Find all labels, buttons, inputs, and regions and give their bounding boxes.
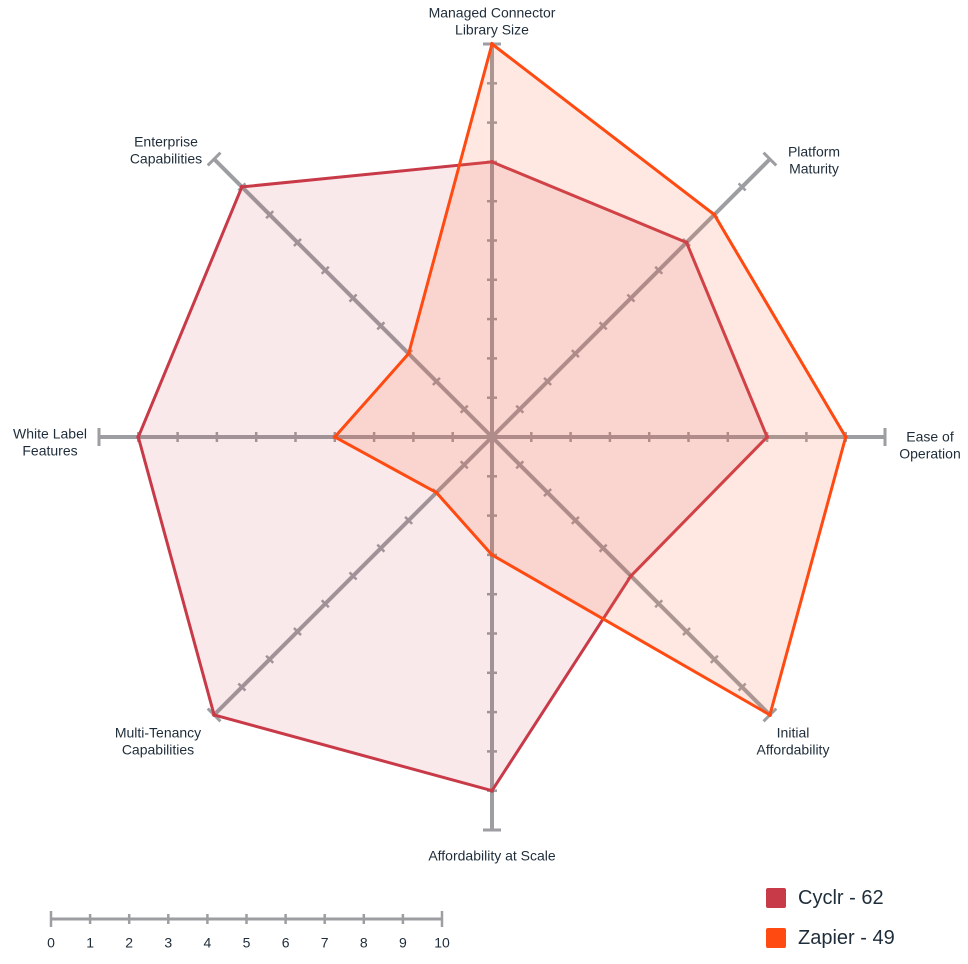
data-point-cyclr-affordability-at-scale xyxy=(490,788,494,793)
axis-tick xyxy=(762,151,778,167)
axis-label-line: Affordability at Scale xyxy=(428,848,556,864)
axis-tick xyxy=(515,404,525,414)
data-point-cyclr-platform-maturity xyxy=(684,240,689,245)
legend: Cyclr - 62 Zapier - 49 xyxy=(766,884,895,964)
data-point-zapier-multi-tenancy-capabilities xyxy=(434,490,439,495)
scale-bar: 0 1 2 3 4 5 6 7 8 9 10 xyxy=(47,911,450,951)
data-point-zapier-managed-connector-library-size xyxy=(490,42,494,46)
scale-tick-label: 10 xyxy=(434,935,450,951)
scale-tick-label: 0 xyxy=(47,935,55,951)
scale-tick-label: 9 xyxy=(399,935,407,951)
axis-tick xyxy=(626,293,636,303)
data-point-cyclr-initial-affordability xyxy=(628,573,633,578)
axis-label-line: Capabilities xyxy=(122,742,194,758)
data-point-cyclr-managed-connector-library-size xyxy=(490,159,494,164)
axis-tick xyxy=(598,543,608,553)
axis-label-line: Library Size xyxy=(455,22,529,38)
axis-label-line: Features xyxy=(22,443,77,459)
legend-label-zapier: Zapier - 49 xyxy=(798,926,895,949)
axis-tick xyxy=(515,460,525,470)
axis-tick xyxy=(654,599,664,609)
axis-tick xyxy=(737,182,747,192)
axis-tick xyxy=(459,460,469,470)
scale-tick-label: 5 xyxy=(243,935,251,951)
axis-tick xyxy=(543,377,552,386)
axis-tick xyxy=(320,599,330,609)
legend-swatch-cyclr xyxy=(766,888,786,908)
axis-tick xyxy=(376,543,386,553)
axis-tick xyxy=(709,654,719,664)
data-point-zapier-enterprise-capabilities xyxy=(406,351,411,356)
data-point-zapier-white-label-features xyxy=(332,435,337,439)
data-point-zapier-platform-maturity xyxy=(712,212,717,217)
axis-tick xyxy=(682,627,691,636)
axis-label-line: White Label xyxy=(13,426,87,442)
axis-label-line: Maturity xyxy=(789,161,839,177)
axis-tick xyxy=(206,151,222,167)
legend-item-zapier[interactable]: Zapier - 49 xyxy=(766,924,895,952)
data-point-zapier-initial-affordability xyxy=(767,712,772,717)
scale-tick-label: 1 xyxy=(86,935,94,951)
axis-label-line: Affordability xyxy=(757,742,830,758)
axis-tick xyxy=(293,627,302,636)
axis-tick xyxy=(348,571,358,581)
scale-tick-label: 7 xyxy=(321,935,329,951)
axis-tick xyxy=(320,265,330,275)
legend-label-cyclr: Cyclr - 62 xyxy=(798,886,884,909)
axis-tick xyxy=(293,238,302,247)
axis-tick xyxy=(376,321,386,331)
axis-tick xyxy=(654,265,664,275)
axis-tick xyxy=(237,682,247,692)
axis-tick xyxy=(598,321,608,331)
axis-tick xyxy=(265,654,275,664)
data-point-cyclr-enterprise-capabilities xyxy=(239,184,244,189)
scale-tick-label: 6 xyxy=(282,935,290,951)
data-point-cyclr-ease-of-operation xyxy=(765,435,770,439)
axis-label-line: Managed Connector xyxy=(429,5,556,21)
axis-label-line: Initial xyxy=(777,725,810,741)
axis-tick xyxy=(404,515,414,525)
axis-label-affordability-at-scale: Affordability at Scale xyxy=(428,848,556,864)
data-point-zapier-ease-of-operation xyxy=(843,435,848,439)
axis-label-line: Operation xyxy=(899,446,960,462)
axis-tick xyxy=(432,377,441,386)
axis-label-line: Enterprise xyxy=(134,134,198,150)
scale-tick-label: 3 xyxy=(164,935,172,951)
axis-tick xyxy=(348,293,358,303)
radar-series xyxy=(136,41,848,793)
legend-item-cyclr[interactable]: Cyclr - 62 xyxy=(766,884,895,912)
scale-tick-label: 8 xyxy=(360,935,368,951)
axis-tick xyxy=(459,404,469,414)
axis-label-line: Platform xyxy=(788,144,840,160)
data-point-zapier-affordability-at-scale xyxy=(490,552,494,557)
axis-label-line: Multi-Tenancy xyxy=(115,725,201,741)
scale-tick-label: 2 xyxy=(125,935,133,951)
axis-tick xyxy=(737,682,747,692)
data-point-cyclr-multi-tenancy-capabilities xyxy=(212,712,217,717)
axis-tick xyxy=(570,515,580,525)
axis-label-line: Ease of xyxy=(906,429,954,445)
axis-label-line: Capabilities xyxy=(130,151,202,167)
axis-tick xyxy=(265,210,275,220)
data-point-cyclr-white-label-features xyxy=(136,435,141,439)
scale-tick-label: 4 xyxy=(204,935,212,951)
legend-swatch-zapier xyxy=(766,928,786,948)
axis-tick xyxy=(543,488,552,497)
axis-tick xyxy=(570,349,580,359)
